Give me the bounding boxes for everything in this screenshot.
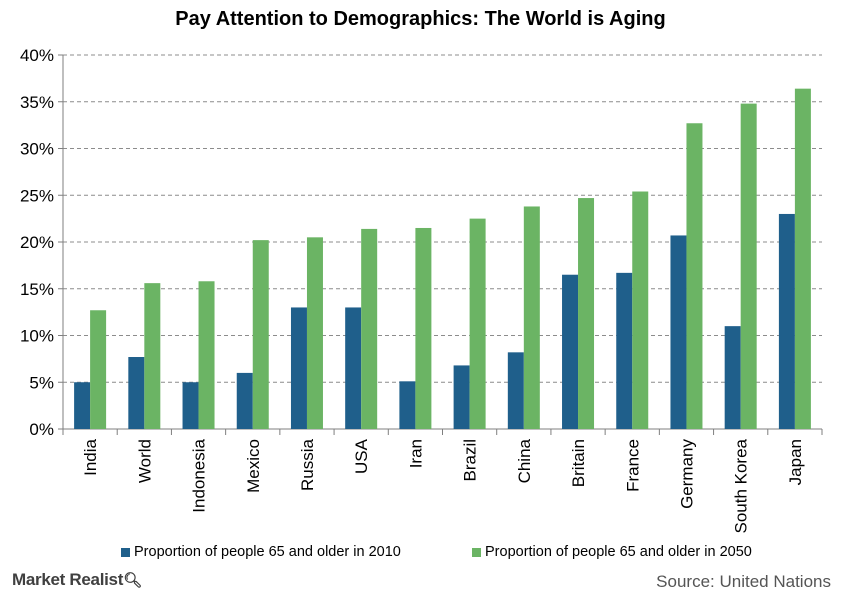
bar-2010 xyxy=(724,326,741,429)
bar-2010 xyxy=(670,235,687,429)
legend-item-2050: Proportion of people 65 and older in 205… xyxy=(472,544,752,560)
x-tick-label: Indonesia xyxy=(190,438,209,512)
bar-2050 xyxy=(198,281,215,429)
bar-2050 xyxy=(361,228,378,429)
legend-swatch-2050 xyxy=(472,547,481,557)
bar-2010 xyxy=(74,382,91,429)
brand-logo: Market Realist🔍︎ xyxy=(12,570,142,590)
chart-title: Pay Attention to Demographics: The World… xyxy=(175,8,666,30)
source-note: Source: United Nations xyxy=(656,572,831,591)
y-tick-label: 20% xyxy=(20,233,54,252)
bar-2050 xyxy=(415,227,432,429)
x-tick-label: India xyxy=(81,438,100,475)
bar-2050 xyxy=(144,283,161,429)
brand-name: Market Realist xyxy=(12,570,124,589)
legend-label-2050: Proportion of people 65 and older in 205… xyxy=(485,544,752,560)
x-tick-label: Britain xyxy=(569,439,588,487)
legend-item-2010: Proportion of people 65 and older in 201… xyxy=(121,544,401,560)
x-tick-label: Japan xyxy=(786,439,805,485)
x-tick-label: China xyxy=(515,438,534,483)
y-tick-label: 15% xyxy=(20,280,54,299)
x-tick-label: World xyxy=(135,439,154,483)
bar-2050 xyxy=(794,88,811,429)
bar-2010 xyxy=(345,307,362,429)
bar-2050 xyxy=(578,198,595,429)
bar-2010 xyxy=(128,357,145,429)
bar-2050 xyxy=(740,103,757,430)
x-tick-label: South Korea xyxy=(732,438,751,533)
bar-2010 xyxy=(399,381,416,429)
y-tick-label: 0% xyxy=(29,420,54,439)
bar-2010 xyxy=(778,213,795,429)
bar-2050 xyxy=(306,237,323,429)
y-tick-label: 10% xyxy=(20,327,54,346)
bar-2050 xyxy=(252,240,269,429)
legend-swatch-2010 xyxy=(121,547,130,557)
bar-2010 xyxy=(453,365,470,429)
bar-2050 xyxy=(90,310,107,429)
y-tick-label: 40% xyxy=(20,46,54,65)
bar-2050 xyxy=(686,123,703,429)
y-tick-label: 5% xyxy=(29,373,54,392)
bar-2050 xyxy=(523,206,540,429)
bar-2050 xyxy=(632,191,649,429)
bar-2010 xyxy=(507,352,524,429)
bar-2010 xyxy=(236,372,253,429)
bar-2010 xyxy=(562,274,579,429)
y-tick-label: 30% xyxy=(20,140,54,159)
x-tick-label: Germany xyxy=(677,439,696,509)
x-tick-label: Russia xyxy=(298,438,317,491)
x-tick-label: Mexico xyxy=(244,439,263,493)
y-tick-label: 25% xyxy=(20,186,54,205)
x-tick-label: USA xyxy=(352,438,371,474)
bar-2010 xyxy=(290,307,307,429)
magnifier-icon: 🔍︎ xyxy=(123,572,142,589)
x-tick-label: Iran xyxy=(406,439,425,468)
bar-2010 xyxy=(616,272,633,429)
bar-2050 xyxy=(469,218,486,429)
bar-2010 xyxy=(182,382,199,429)
x-tick-label: France xyxy=(623,439,642,492)
y-tick-label: 35% xyxy=(20,93,54,112)
x-tick-label: Brazil xyxy=(461,439,480,482)
legend-label-2010: Proportion of people 65 and older in 201… xyxy=(134,544,401,560)
